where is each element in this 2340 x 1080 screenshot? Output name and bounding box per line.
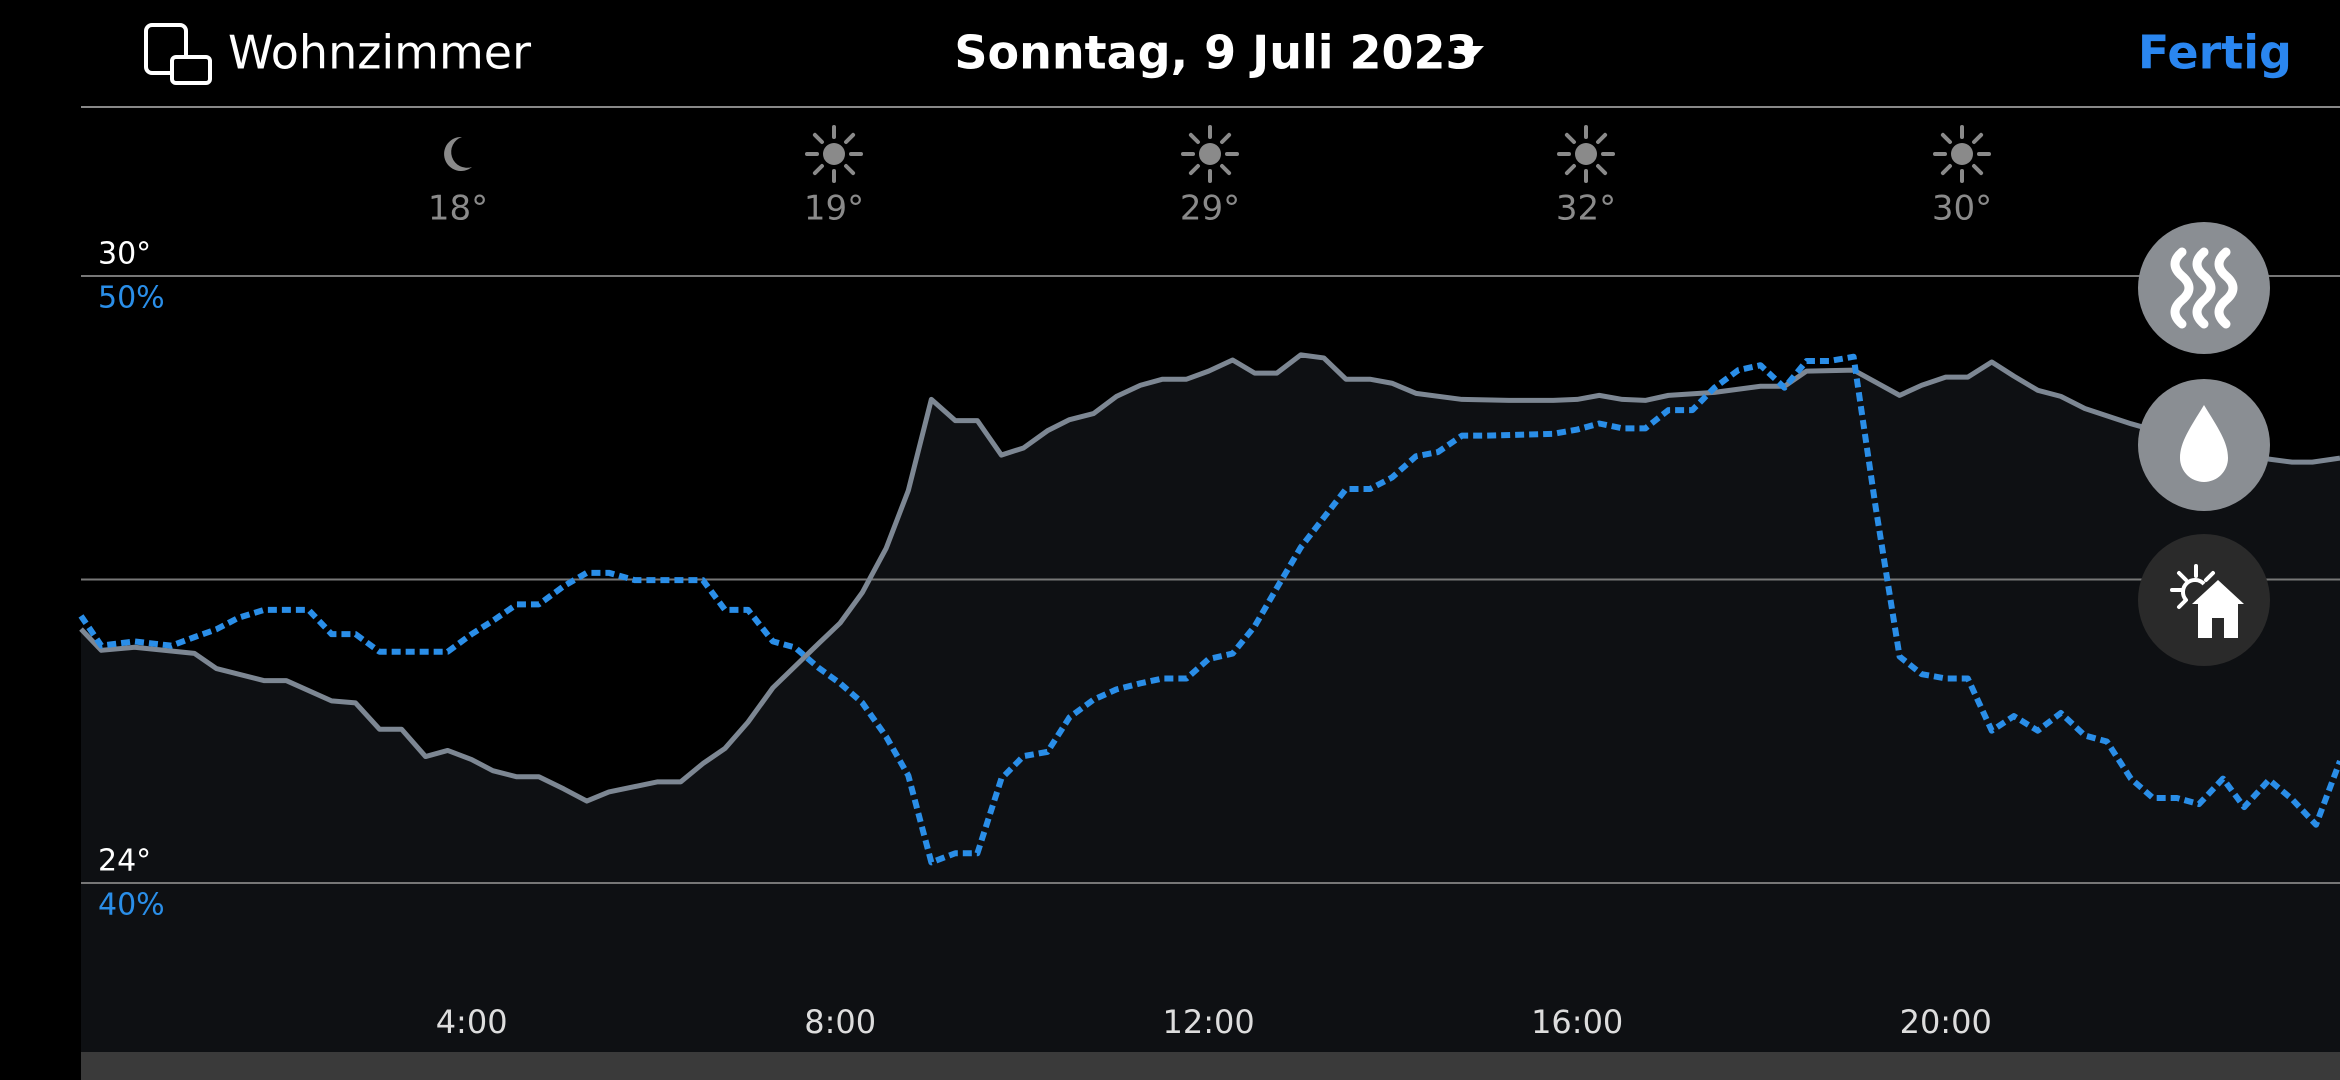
humidity-button[interactable] xyxy=(2138,379,2270,511)
sun-ray xyxy=(1220,164,1232,176)
sun-ray xyxy=(1972,164,1984,176)
forecast-temp: 29° xyxy=(1180,189,1240,229)
date-picker[interactable]: Sonntag, 9 Juli 2023 xyxy=(954,26,1484,80)
forecast-item: 29° xyxy=(1180,125,1240,229)
area-fill xyxy=(81,354,2340,1052)
sun-ray xyxy=(844,132,856,144)
sun-ray xyxy=(1564,132,1576,144)
forecast-temp: 32° xyxy=(1556,189,1616,229)
plot: 24° 30° 40% 50% 4:00 8:00 12:00 16:00 20:00 xyxy=(78,237,2340,1052)
sun-ray xyxy=(844,164,856,176)
room-name: Wohnzimmer xyxy=(228,26,531,80)
drop-icon xyxy=(2180,405,2228,482)
sun-ray xyxy=(1188,164,1200,176)
sun-ray xyxy=(1972,132,1984,144)
house-icon xyxy=(2192,580,2244,638)
x-tick-label: 8:00 xyxy=(804,1003,876,1041)
forecast-temp: 30° xyxy=(1932,189,1992,229)
series-line xyxy=(79,352,2340,804)
sun-ray xyxy=(1940,132,1952,144)
room-selector[interactable]: Wohnzimmer xyxy=(144,23,531,85)
series-line xyxy=(78,353,2340,866)
sun-ray xyxy=(1564,164,1576,176)
house-door xyxy=(2212,618,2224,638)
moon-icon xyxy=(444,136,472,171)
sun-icon xyxy=(1575,143,1597,165)
forecast-temp: 18° xyxy=(428,189,488,229)
y-tick-label: 30° xyxy=(98,237,151,272)
forecast-item: 19° xyxy=(804,125,864,229)
sun-ray xyxy=(1220,132,1232,144)
x-tick-label: 12:00 xyxy=(1163,1003,1255,1041)
bottom-bar xyxy=(81,1052,2340,1080)
forecast-item: 32° xyxy=(1556,125,1616,229)
forecast-temp: 19° xyxy=(804,189,864,229)
x-tick-label: 16:00 xyxy=(1531,1003,1623,1041)
sun-rays xyxy=(2170,564,2215,609)
y-tick-label: 24° xyxy=(98,844,151,879)
dropdown-arrow xyxy=(1456,46,1484,61)
done-button[interactable]: Fertig xyxy=(2138,26,2292,80)
sun-ray xyxy=(1188,132,1200,144)
outdoor-button[interactable] xyxy=(2138,534,2270,666)
sun-ray xyxy=(812,132,824,144)
sun-icon xyxy=(1199,143,1221,165)
sun-icon xyxy=(823,143,845,165)
sun-icon xyxy=(1951,143,1973,165)
y2-tick-label: 50% xyxy=(98,281,165,316)
sun-ray xyxy=(1596,132,1608,144)
sun-ray xyxy=(812,164,824,176)
heating-button[interactable] xyxy=(2138,222,2270,354)
button-bg xyxy=(2138,222,2270,354)
x-tick-label: 4:00 xyxy=(436,1003,508,1041)
date-title: Sonntag, 9 Juli 2023 xyxy=(954,26,1477,80)
sun-ray xyxy=(1940,164,1952,176)
sun-arc xyxy=(2180,577,2206,602)
y2-tick-label: 40% xyxy=(98,888,165,923)
heat-icon xyxy=(2170,247,2238,329)
x-tick-label: 20:00 xyxy=(1900,1003,1992,1041)
forecast-item: 18° xyxy=(428,136,488,229)
sun-ray xyxy=(1596,164,1608,176)
device-icon xyxy=(144,23,188,75)
forecast-item: 30° xyxy=(1932,125,1992,229)
device-icon xyxy=(170,55,212,85)
